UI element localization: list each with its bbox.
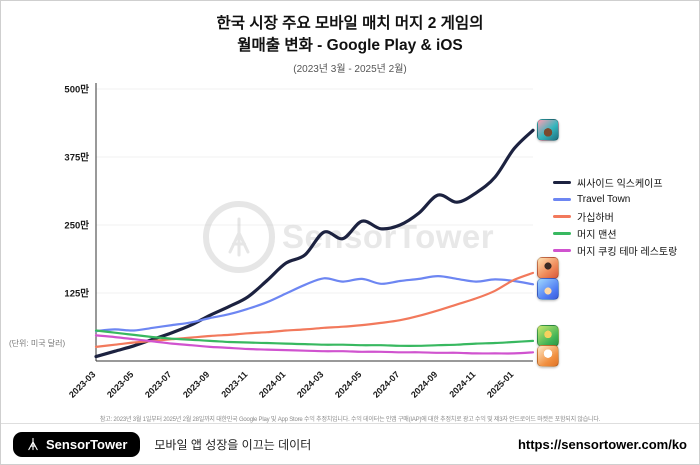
svg-text:SensorTower: SensorTower xyxy=(282,218,494,255)
legend-label: 머지 맨션 xyxy=(577,230,617,241)
footer-bar: SensorTower 모바일 앱 성장을 이끄는 데이터 https://se… xyxy=(1,423,699,464)
svg-text:2023-09: 2023-09 xyxy=(181,369,211,399)
legend-swatch xyxy=(553,232,571,235)
travel-town-app-icon xyxy=(537,278,559,301)
legend-label: 머지 쿠킹 테마 레스토랑 xyxy=(577,247,678,258)
sensortower-logo-icon xyxy=(28,437,38,451)
seaside-escape-app-icon xyxy=(537,119,559,142)
svg-text:2023-11: 2023-11 xyxy=(219,369,249,399)
legend-item: Travel Town xyxy=(553,194,699,205)
sensortower-watermark: SensorTower xyxy=(203,201,494,273)
legend-label: 가십하버 xyxy=(577,213,614,224)
merge-cooking-app-icon xyxy=(537,345,559,368)
svg-text:500만: 500만 xyxy=(64,84,89,96)
svg-text:2024-07: 2024-07 xyxy=(371,369,401,399)
legend-swatch xyxy=(553,181,571,184)
chart-header: 한국 시장 주요 모바일 매치 머지 2 게임의 월매출 변화 - Google… xyxy=(1,13,699,75)
legend-swatch xyxy=(553,215,571,218)
merge-mansion-app-icon xyxy=(537,324,559,347)
legend-item: 머지 쿠킹 테마 레스토랑 xyxy=(553,245,699,258)
chart-subtitle: (2023년 3월 - 2025년 2월) xyxy=(293,64,407,75)
legend-swatch xyxy=(553,198,571,201)
svg-text:2024-05: 2024-05 xyxy=(333,369,363,399)
revenue-line-chart: 125만 250만 375만 500만 SensorTower 2023-03 2023-… xyxy=(64,83,535,400)
chart-title-line2: 월매출 변화 - Google Play & iOS xyxy=(237,37,463,54)
sensortower-logo: SensorTower xyxy=(13,431,141,457)
svg-text:2023-07: 2023-07 xyxy=(143,369,173,399)
legend-label: Travel Town xyxy=(577,194,631,205)
legend-item: 가십하버 xyxy=(553,211,699,224)
sensortower-logo-text: SensorTower xyxy=(46,436,128,452)
footer-url[interactable]: https://sensortower.com/ko xyxy=(517,436,687,452)
footnote: 참고: 2023년 3월 1일부터 2025년 2월 28일까지 대한민국 Go… xyxy=(99,417,601,423)
legend-item: 머지 맨션 xyxy=(553,228,699,241)
svg-text:250만: 250만 xyxy=(64,220,89,232)
svg-text:125만: 125만 xyxy=(64,288,89,300)
svg-text:2024-03: 2024-03 xyxy=(295,369,325,399)
svg-text:2024-01: 2024-01 xyxy=(257,369,287,399)
svg-text:2024-11: 2024-11 xyxy=(447,369,477,399)
gossip-harbor-app-icon xyxy=(537,256,559,279)
legend-label: 씨사이드 익스케이프 xyxy=(577,179,663,190)
svg-text:2023-05: 2023-05 xyxy=(105,369,135,399)
svg-text:2023-03: 2023-03 xyxy=(67,369,97,399)
svg-text:2025-01: 2025-01 xyxy=(485,369,515,399)
svg-text:375만: 375만 xyxy=(64,152,89,164)
legend-swatch xyxy=(553,249,571,252)
legend-item: 씨사이드 익스케이프 xyxy=(553,177,699,190)
chart-title-line1: 한국 시장 주요 모바일 매치 머지 2 게임의 xyxy=(216,15,484,32)
footer-tagline: 모바일 앱 성장을 이끄는 데이터 xyxy=(154,437,312,452)
svg-text:2024-09: 2024-09 xyxy=(409,369,439,399)
axis-unit-label: (단위: 미국 달러) xyxy=(9,339,66,348)
